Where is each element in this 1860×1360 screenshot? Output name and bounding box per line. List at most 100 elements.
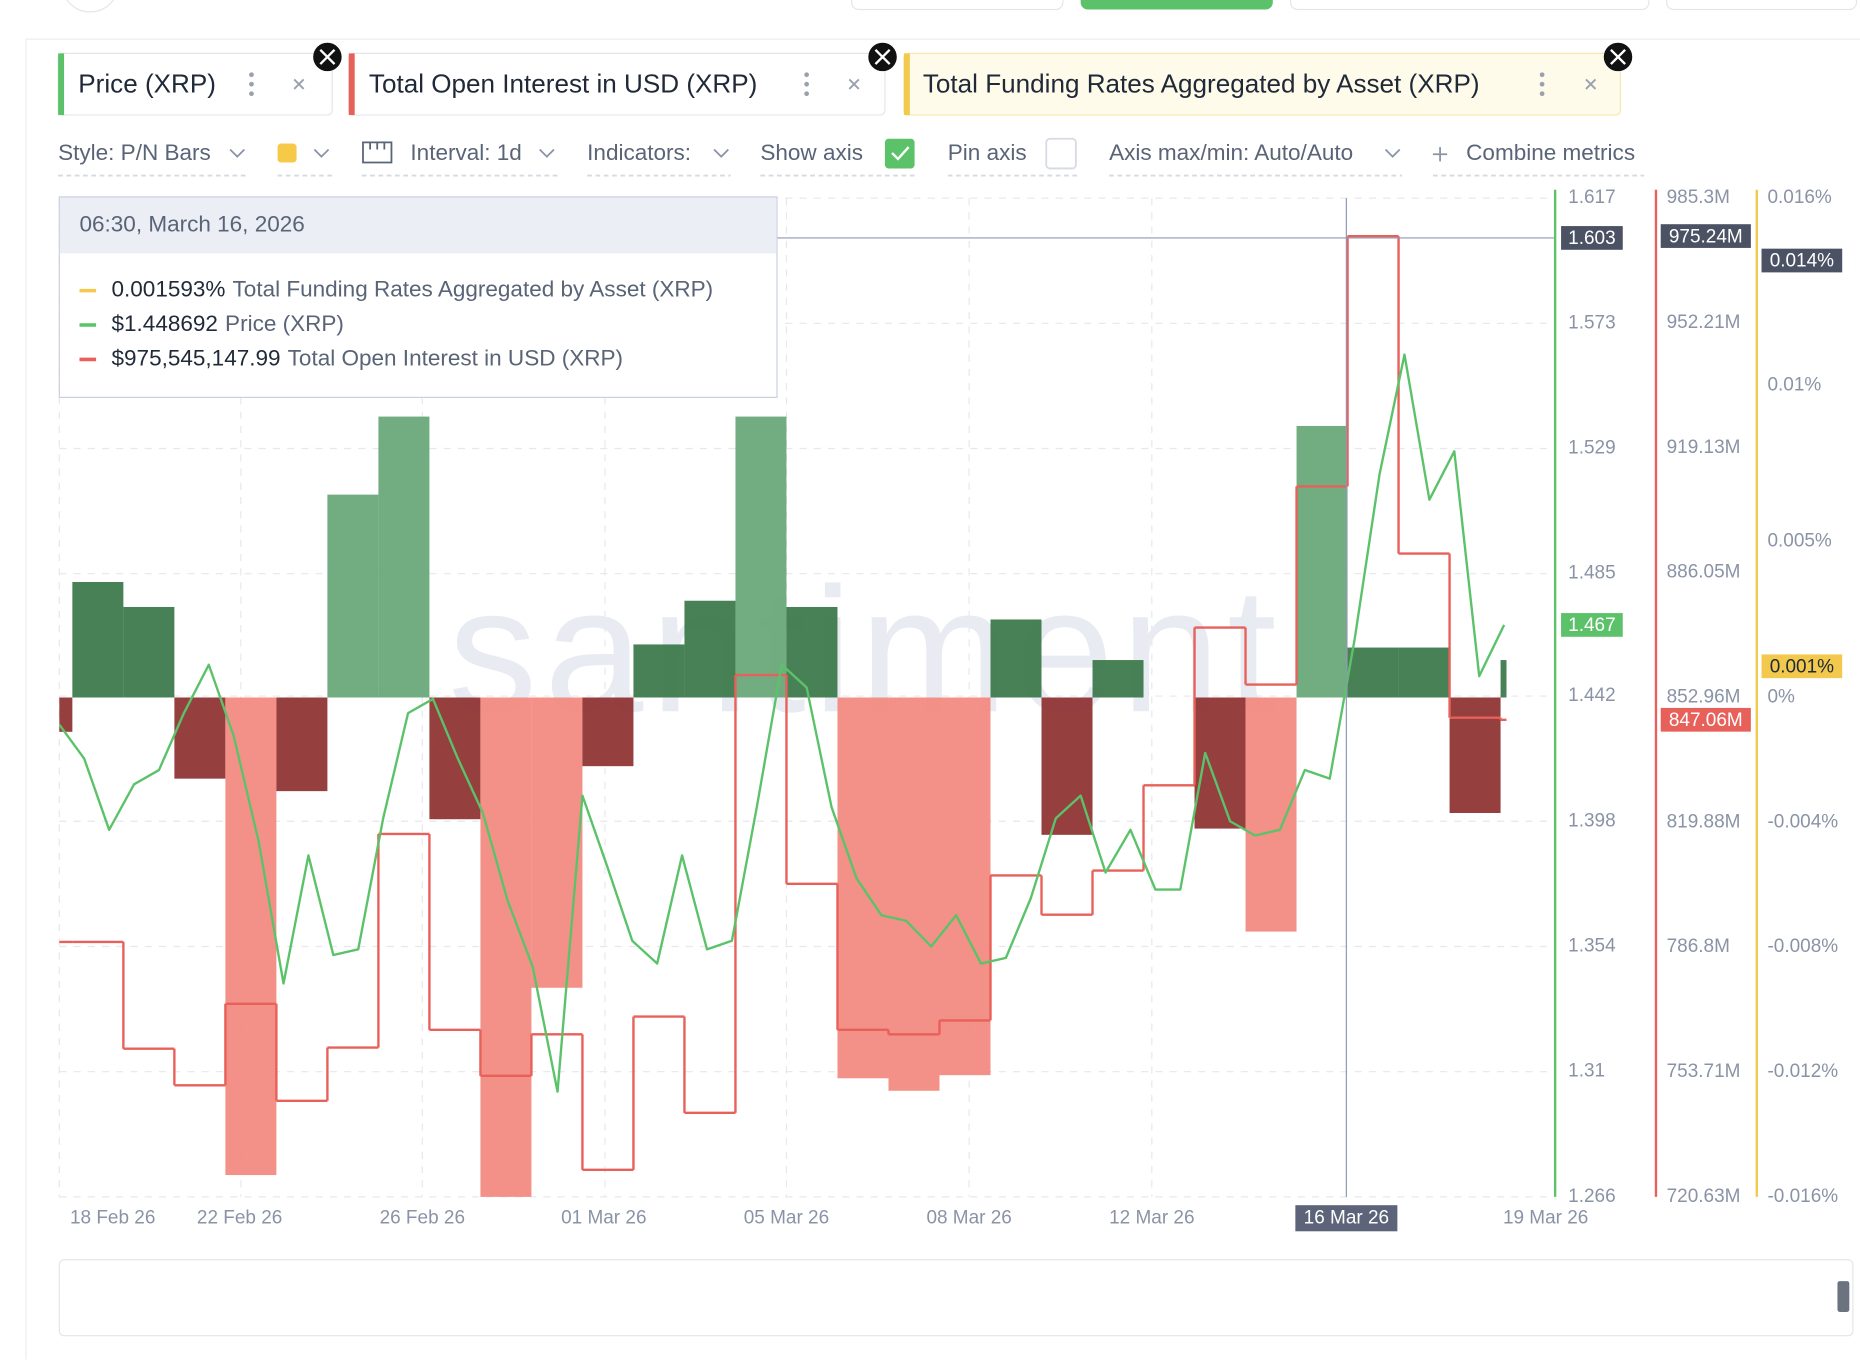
axis-marker (1761, 248, 1843, 273)
tooltip-time: 06:30, March 16, 2026 (79, 211, 304, 236)
funding-bar (531, 697, 583, 988)
y-tick-label: 1.617 (1568, 187, 1615, 208)
axis-range-select[interactable]: Axis max/min: Auto/Auto (1109, 140, 1353, 165)
tooltip-row: $1.448692 Price (XRP) (112, 311, 344, 336)
tab-label: Price (XRP) (78, 68, 216, 98)
y-tick-label: 886.05M (1667, 562, 1741, 583)
y-tick-label: 0.016% (1767, 187, 1831, 208)
funding-bar (1296, 425, 1348, 698)
price-line (59, 353, 1506, 1093)
top-button[interactable] (1290, 0, 1650, 11)
tab-label: Total Open Interest in USD (XRP) (369, 68, 757, 98)
y-tick-label: 852.96M (1667, 687, 1741, 708)
tooltip-series-name: Price (XRP) (225, 311, 344, 336)
tooltip-value: 0.001593% (112, 277, 226, 302)
funding-bar (225, 697, 277, 1176)
axis-marker-label: 847.06M (1669, 710, 1743, 731)
top-button[interactable] (851, 0, 1064, 11)
combine-metrics[interactable]: Combine metrics (1466, 140, 1635, 165)
funding-bar (786, 606, 838, 698)
y-tick-label: 819.88M (1667, 811, 1741, 832)
y-tick-label: 720.63M (1667, 1186, 1741, 1207)
crosshair-x-marker (1295, 1205, 1398, 1232)
top-bar (25, 0, 1860, 1360)
axis-marker (1660, 224, 1751, 248)
funding-bar (1041, 697, 1093, 835)
axis-marker-label: 0.001% (1770, 656, 1834, 677)
funding-bar (1449, 697, 1501, 813)
funding-bar (582, 697, 634, 767)
tooltip-header (59, 197, 777, 254)
metric-tabs: Price (XRP) Total Open Interest in USD (… (57, 42, 1633, 116)
x-tick-label: 08 Mar 26 (926, 1207, 1011, 1228)
y-tick-label: 952.21M (1667, 312, 1741, 333)
funding-bar (72, 582, 124, 698)
y-tick-label: 1.529 (1568, 438, 1615, 459)
x-tick-label: 16 Mar 26 (1304, 1207, 1389, 1228)
x-tick-label: 01 Mar 26 (561, 1207, 646, 1228)
axis-marker-label: 1.467 (1568, 615, 1615, 636)
avatar[interactable] (62, 0, 119, 13)
metric-tab[interactable]: Total Open Interest in USD (XRP) (348, 42, 897, 116)
y-tick-label: 985.3M (1667, 187, 1730, 208)
y-tick-label: 753.71M (1667, 1061, 1741, 1082)
funding-bar (1092, 660, 1144, 698)
axis-marker (1761, 654, 1843, 679)
pin-axis-checkbox[interactable] (1045, 137, 1077, 170)
funding-bar (735, 416, 787, 698)
axis-marker-label: 975.24M (1669, 226, 1743, 247)
plot: santiment1.2661.311.3541.3981.4421.4851.… (58, 187, 1843, 1232)
show-axis-label: Show axis (760, 140, 863, 165)
series-layer (59, 235, 1507, 1197)
y-tick-label: 1.442 (1568, 685, 1615, 706)
funding-bar (123, 606, 175, 698)
navigator[interactable] (58, 1259, 1854, 1337)
y-tick-label: 0% (1767, 687, 1795, 708)
top-button[interactable] (1080, 0, 1273, 10)
funding-bar (327, 494, 379, 698)
funding-bar (480, 697, 532, 1197)
top-button[interactable] (1666, 0, 1858, 11)
show-axis-checkbox[interactable] (884, 138, 915, 169)
funding-bar (1245, 697, 1297, 932)
pin-axis-label: Pin axis (948, 140, 1027, 165)
y-tick-label: 1.573 (1568, 312, 1615, 333)
toolbar: Style: P/N Bars Interval: 1d Indicators:… (58, 137, 1645, 177)
x-tick-label: 05 Mar 26 (744, 1207, 829, 1228)
y-tick-label: -0.016% (1767, 1186, 1838, 1207)
interval-select[interactable]: Interval: 1d (410, 140, 521, 165)
y-tick-label: 1.31 (1568, 1061, 1605, 1082)
funding-bar (429, 697, 481, 820)
tooltip-row: 0.001593% Total Funding Rates Aggregated … (112, 277, 714, 302)
axis-marker-label: 1.603 (1568, 228, 1615, 249)
tooltip-value: $1.448692 (112, 311, 218, 336)
funding-bar (888, 697, 940, 1091)
funding-bar (378, 416, 430, 698)
funding-bar (684, 600, 736, 698)
funding-bar (633, 644, 685, 698)
y-tick-label: -0.004% (1767, 811, 1838, 832)
funding-bar (1500, 660, 1507, 698)
x-tick-label: 19 Mar 26 (1503, 1207, 1588, 1228)
style-select[interactable]: Style: P/N Bars (58, 140, 211, 165)
metric-tab[interactable]: Total Funding Rates Aggregated by Asset … (903, 42, 1633, 116)
axis-marker (1660, 707, 1751, 732)
x-tick-label: 18 Feb 26 (70, 1207, 155, 1228)
x-tick-label: 12 Mar 26 (1109, 1207, 1194, 1228)
tooltip-series-name: Total Open Interest in USD (XRP) (288, 345, 623, 370)
funding-bar (174, 697, 226, 779)
y-tick-label: 786.8M (1667, 936, 1730, 957)
y-tick-label: 1.485 (1568, 563, 1615, 584)
metric-tab[interactable]: Price (XRP) (57, 42, 342, 116)
color-picker[interactable] (277, 143, 297, 163)
y-tick-label: 0.01% (1767, 374, 1821, 395)
y-tick-label: 1.398 (1568, 810, 1615, 831)
indicators-select[interactable]: Indicators: (587, 140, 691, 165)
funding-bar (1347, 647, 1399, 698)
y-tick-label: 1.354 (1568, 936, 1615, 957)
y-tick-label: -0.012% (1767, 1061, 1838, 1082)
x-tick-label: 22 Feb 26 (197, 1207, 282, 1228)
tooltip-series-name: Total Funding Rates Aggregated by Asset … (233, 277, 714, 302)
funding-bar (276, 697, 328, 792)
